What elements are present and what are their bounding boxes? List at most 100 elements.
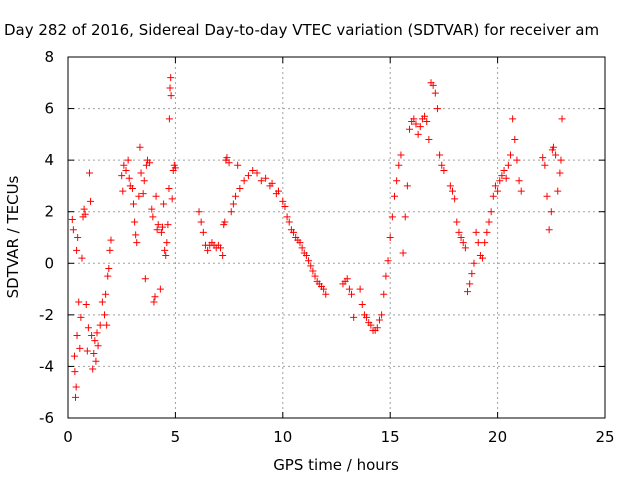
data-point <box>433 105 441 113</box>
data-point <box>307 262 315 270</box>
data-point <box>345 285 353 293</box>
data-point <box>412 120 420 128</box>
data-point <box>358 301 366 309</box>
data-point <box>223 154 231 162</box>
data-point <box>165 185 173 193</box>
y-tick-label: -6 <box>39 409 54 427</box>
data-point <box>217 244 225 252</box>
data-point <box>397 151 405 159</box>
data-point <box>320 285 328 293</box>
data-point <box>105 264 113 272</box>
data-point <box>120 161 128 169</box>
data-point <box>440 166 448 174</box>
data-point <box>160 200 168 208</box>
data-point <box>489 192 497 200</box>
data-point <box>558 115 566 123</box>
data-point <box>141 275 149 283</box>
y-axis-label: SDTVAR / TECUs <box>4 175 22 298</box>
data-point <box>87 197 95 205</box>
y-tick-label: 2 <box>44 203 54 221</box>
data-point <box>451 195 459 203</box>
data-point <box>268 179 276 187</box>
data-points <box>68 74 566 401</box>
data-point <box>149 213 157 221</box>
data-point <box>479 254 487 262</box>
data-point <box>453 218 461 226</box>
data-point <box>73 246 81 254</box>
data-point <box>139 190 147 198</box>
data-point <box>556 169 564 177</box>
data-point <box>153 226 161 234</box>
data-point <box>166 84 174 92</box>
data-point <box>373 324 381 332</box>
y-tick-label: -2 <box>39 306 54 324</box>
data-point <box>219 252 227 260</box>
data-point <box>506 151 514 159</box>
data-point <box>406 125 414 133</box>
data-point <box>515 177 523 185</box>
data-point <box>240 177 248 185</box>
data-point <box>94 342 102 350</box>
data-point <box>146 159 154 167</box>
data-point <box>156 285 164 293</box>
data-point <box>401 213 409 221</box>
data-point <box>298 244 306 252</box>
data-point <box>305 257 313 265</box>
data-point <box>539 154 547 162</box>
data-point <box>296 239 304 247</box>
data-point <box>88 331 96 339</box>
data-point <box>199 228 207 236</box>
x-axis-label: GPS time / hours <box>273 456 399 474</box>
data-point <box>91 337 99 345</box>
data-point <box>84 324 92 332</box>
grid-lines <box>68 57 605 418</box>
x-tick-label: 15 <box>381 428 400 446</box>
data-point <box>77 313 85 321</box>
data-point <box>545 226 553 234</box>
data-point <box>448 187 456 195</box>
data-point <box>122 166 130 174</box>
y-tick-label: 0 <box>44 254 54 272</box>
data-point <box>403 182 411 190</box>
data-point <box>356 285 364 293</box>
data-point <box>244 172 252 180</box>
data-point <box>234 161 242 169</box>
data-point <box>148 205 156 213</box>
data-point <box>472 228 480 236</box>
data-point <box>101 311 109 319</box>
data-point <box>152 192 160 200</box>
data-point <box>491 182 499 190</box>
data-point <box>283 213 291 221</box>
data-point <box>375 316 383 324</box>
data-point <box>73 331 81 339</box>
data-point <box>541 161 549 169</box>
data-point <box>494 187 502 195</box>
data-point <box>90 350 98 358</box>
data-point <box>70 352 78 360</box>
data-point <box>414 130 422 138</box>
data-point <box>161 246 169 254</box>
axis-ticks: 0 5 10 15 20 25 -6 -4 -2 0 2 4 6 8 <box>39 48 615 446</box>
data-point <box>554 187 562 195</box>
data-point <box>76 344 84 352</box>
data-point <box>137 169 145 177</box>
data-point <box>89 365 97 373</box>
data-point <box>459 239 467 247</box>
y-tick-label: -4 <box>39 357 54 375</box>
data-point <box>487 208 495 216</box>
data-point <box>410 115 418 123</box>
data-point <box>171 164 179 172</box>
data-point <box>431 89 439 97</box>
data-point <box>549 143 557 151</box>
data-point <box>167 74 175 82</box>
x-tick-label: 20 <box>488 428 507 446</box>
data-point <box>429 81 437 89</box>
data-point <box>393 177 401 185</box>
data-point <box>466 280 474 288</box>
data-point <box>164 221 172 229</box>
data-point <box>461 244 469 252</box>
data-point <box>125 174 133 182</box>
data-point <box>552 151 560 159</box>
data-point <box>279 197 287 205</box>
data-point <box>262 174 270 182</box>
